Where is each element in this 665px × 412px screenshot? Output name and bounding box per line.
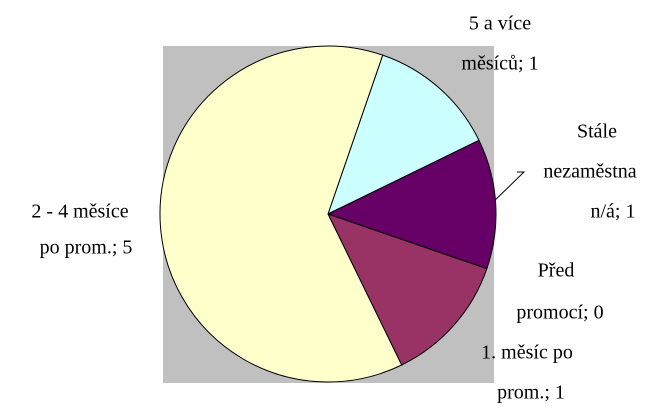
data-label: 5 a více: [469, 13, 531, 35]
pie-slice: [327, 54, 480, 215]
data-label: 1. měsíc po: [481, 342, 573, 364]
data-label: Před: [538, 260, 575, 282]
pie-slice: [327, 213, 488, 366]
data-label: n/á; 1: [591, 201, 636, 223]
data-label: po prom.; 5: [40, 237, 133, 259]
data-label: 2 - 4 měsíce: [31, 201, 128, 223]
data-label: prom.; 1: [497, 382, 565, 404]
data-label: Stále: [577, 121, 617, 143]
pie-slice: [326, 139, 497, 270]
data-label: měsíců; 1: [461, 53, 538, 75]
data-label: nezaměstna: [543, 161, 636, 183]
data-label: promocí; 0: [516, 302, 603, 324]
leader-line: [489, 171, 526, 206]
pie-slice: [159, 45, 403, 383]
